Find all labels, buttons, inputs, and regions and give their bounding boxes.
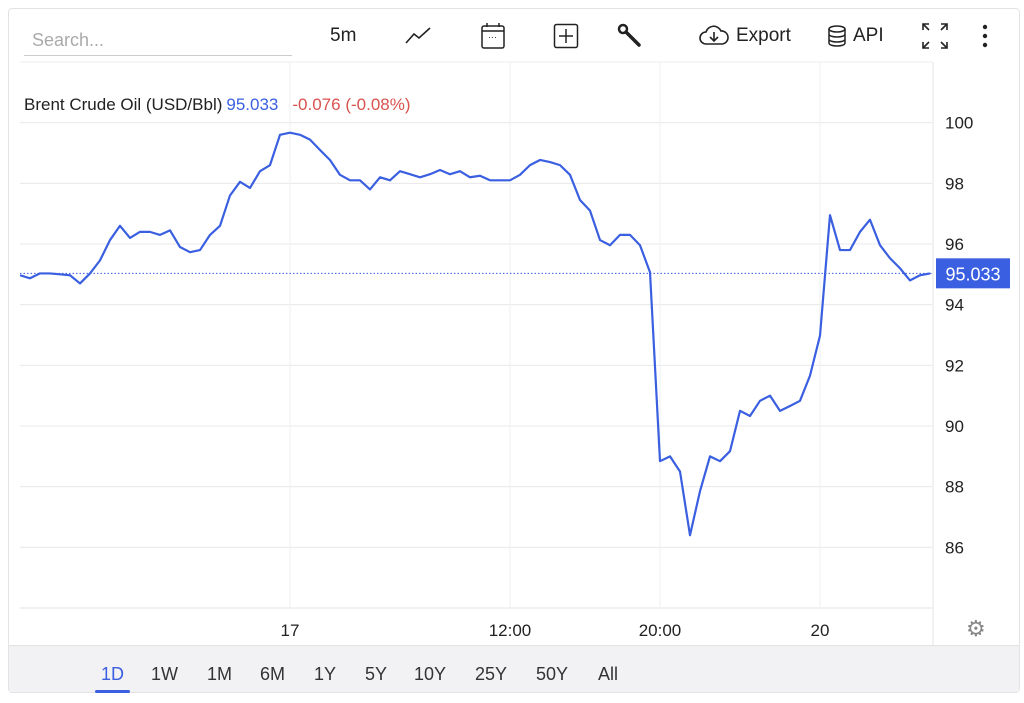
legend-value: 95.033 xyxy=(226,95,279,114)
x-tick-label: 12:00 xyxy=(489,621,532,640)
y-tick-label: 92 xyxy=(945,356,964,375)
calendar-icon: ··· xyxy=(481,23,505,49)
range-tab-50y[interactable]: 50Y xyxy=(536,664,569,684)
date-range-button[interactable]: ··· xyxy=(480,22,506,50)
interval-label: 5m xyxy=(330,25,357,46)
export-button[interactable]: Export xyxy=(698,22,791,50)
export-label: Export xyxy=(736,25,791,46)
last-price-tag-label: 95.033 xyxy=(945,264,1000,284)
api-label: API xyxy=(853,25,884,46)
legend-change: -0.076 (-0.08%) xyxy=(292,95,411,114)
range-tab-10y[interactable]: 10Y xyxy=(414,664,447,684)
database-icon xyxy=(828,25,846,47)
range-tab-6m[interactable]: 6M xyxy=(260,664,286,684)
range-tab-1m[interactable]: 1M xyxy=(207,664,233,684)
range-tab-1y[interactable]: 1Y xyxy=(314,664,337,684)
compare-button[interactable] xyxy=(553,22,579,50)
range-tab-1w[interactable]: 1W xyxy=(151,664,178,684)
x-tick-label: 17 xyxy=(281,621,300,640)
chart-type-button[interactable] xyxy=(404,22,432,50)
search-input[interactable] xyxy=(24,26,292,56)
range-selector: 1D 1W 1M 6M 1Y 5Y 10Y 25Y 50Y All xyxy=(9,645,1019,693)
y-tick-label: 86 xyxy=(945,538,964,557)
range-tab-25y[interactable]: 25Y xyxy=(475,664,508,684)
fullscreen-icon xyxy=(922,23,948,49)
y-tick-label: 100 xyxy=(945,114,973,133)
api-button[interactable]: API xyxy=(827,22,884,50)
line-chart-icon xyxy=(405,27,431,44)
more-vertical-icon xyxy=(982,24,988,48)
wrench-icon xyxy=(617,23,641,47)
x-tick-label: 20:00 xyxy=(639,621,682,640)
y-tick-label: 96 xyxy=(945,235,964,254)
range-tab-5y[interactable]: 5Y xyxy=(365,664,388,684)
interval-button[interactable]: 5m xyxy=(330,22,356,50)
more-menu-button[interactable] xyxy=(980,22,990,50)
svg-text:···: ··· xyxy=(488,32,497,42)
chart-legend: Brent Crude Oil (USD/Bbl) 95.033 -0.076 (-… xyxy=(24,95,411,115)
price-series-line xyxy=(19,131,931,537)
y-tick-label: 94 xyxy=(945,296,964,315)
y-tick-label: 98 xyxy=(945,174,964,193)
plus-box-icon xyxy=(553,23,579,49)
price-chart[interactable]: 86 88 90 92 94 96 98 100 17 12:00 20:00 20 95.033 xyxy=(0,0,1024,645)
y-tick-label: 88 xyxy=(945,478,964,497)
range-tab-all[interactable]: All xyxy=(598,664,619,684)
cloud-download-icon xyxy=(699,25,729,45)
x-tick-label: 20 xyxy=(811,621,830,640)
range-tab-1d[interactable]: 1D xyxy=(94,664,131,693)
last-price-tag xyxy=(936,258,1010,289)
settings-tools-button[interactable] xyxy=(617,22,643,50)
fullscreen-button[interactable] xyxy=(921,22,949,50)
gear-icon[interactable]: ⚙ xyxy=(966,616,986,641)
y-tick-label: 90 xyxy=(945,417,964,436)
legend-series-name: Brent Crude Oil (USD/Bbl) xyxy=(24,95,223,114)
